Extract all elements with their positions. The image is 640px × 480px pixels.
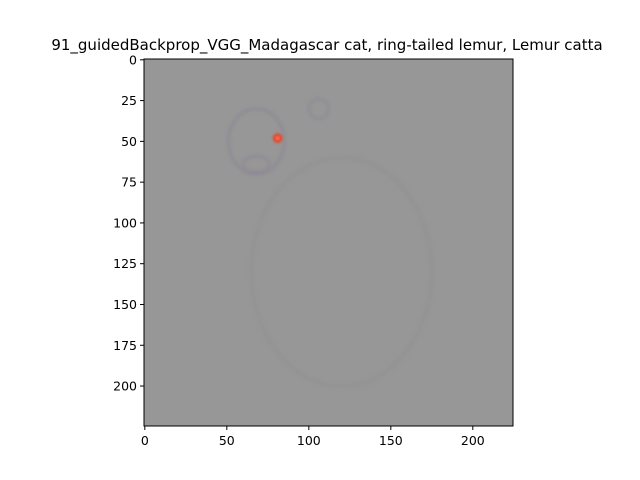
y-tick-label: 150 [113,297,137,312]
y-tick-label: 125 [113,256,137,271]
x-tick-label: 200 [461,433,485,448]
x-tick-label: 150 [379,433,403,448]
x-tick-label: 50 [219,433,235,448]
y-tick-label: 75 [121,175,137,190]
x-tick-label: 100 [297,433,321,448]
feature-ear [307,97,331,121]
plot-area [143,58,514,427]
y-tick-label: 175 [113,338,137,353]
x-tick-label: 0 [141,433,149,448]
y-tick-label: 100 [113,215,137,230]
saliency-image [144,59,513,426]
x-axis: 0 50 100 150 200 [141,426,485,448]
y-tick-label: 50 [121,134,137,149]
chart-title: 91_guidedBackprop_VGG_Madagascar cat, ri… [51,36,602,55]
y-tick-label: 25 [121,93,137,108]
y-tick-label: 0 [129,52,137,67]
feature-muzzle [241,154,271,174]
axes-frame [143,58,514,427]
feature-body-edge [248,154,435,390]
feature-eye-hotspot [269,130,286,146]
y-axis: 0 25 50 75 100 125 150 175 200 [113,52,144,394]
saliency-features [226,97,435,390]
y-tick-label: 200 [113,379,137,394]
